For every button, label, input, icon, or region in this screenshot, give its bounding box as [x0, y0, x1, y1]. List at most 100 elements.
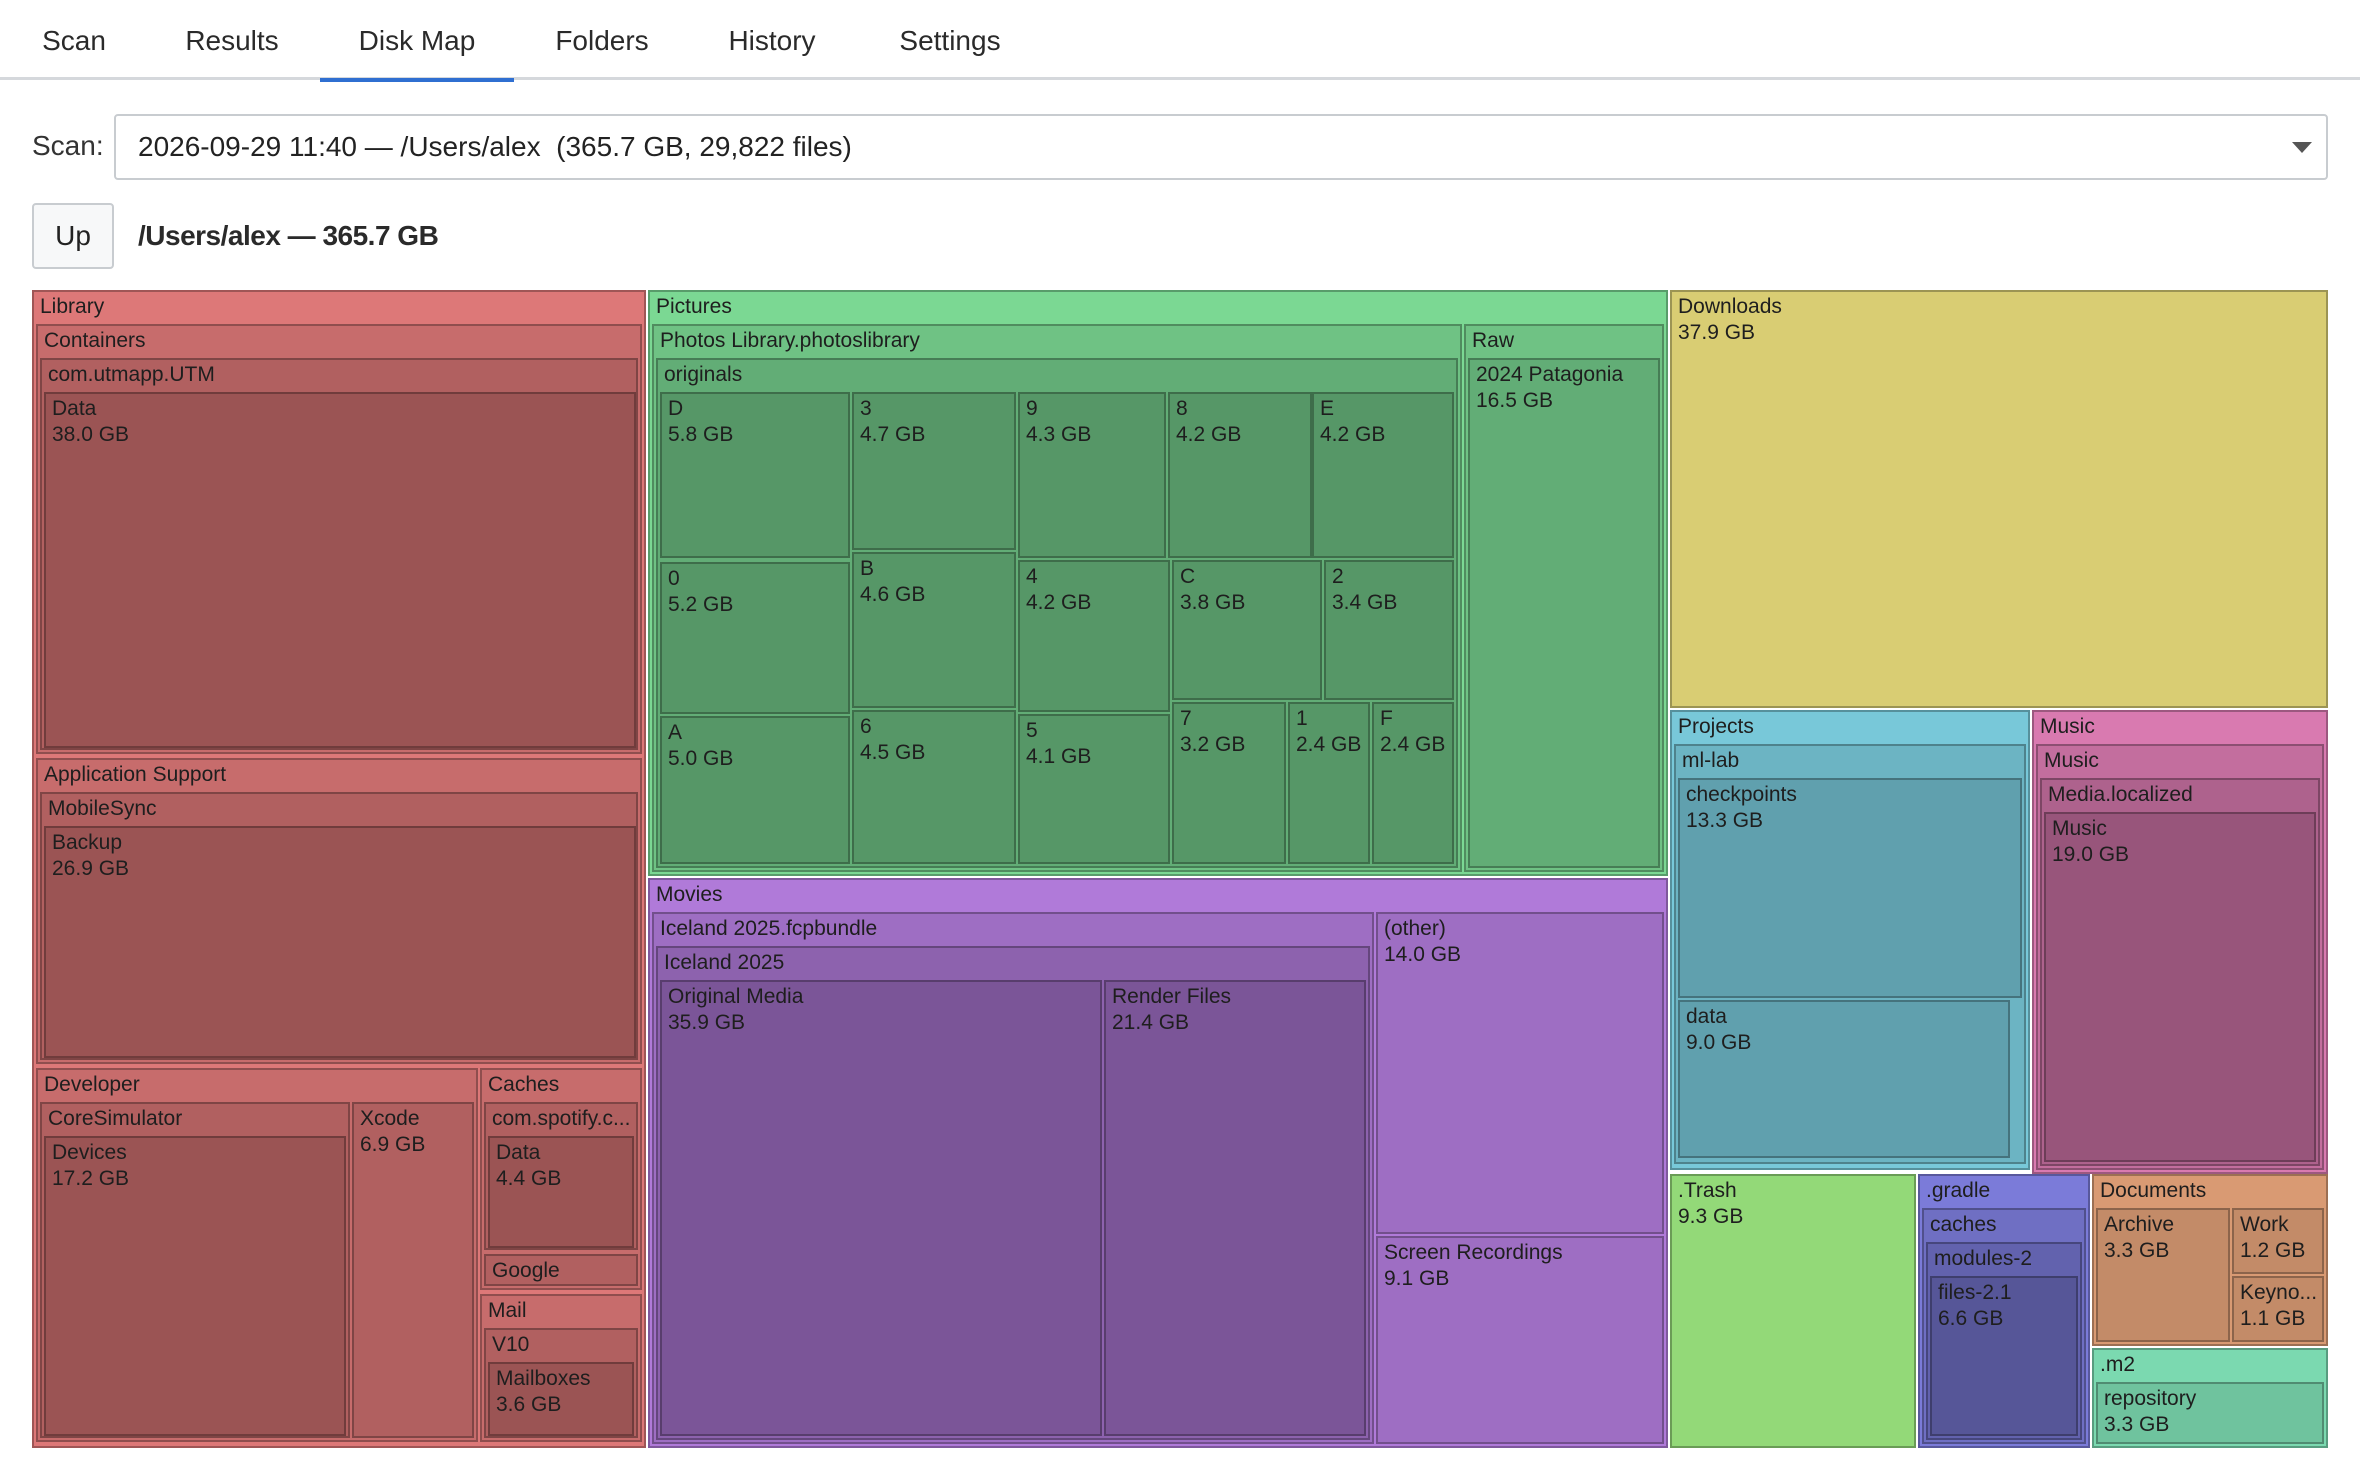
tab-results[interactable]: Results	[185, 25, 279, 56]
treemap-node-o-8[interactable]: 8 4.2 GB	[1168, 392, 1312, 558]
treemap-node-label: Music	[2040, 715, 2095, 738]
treemap-node-xcode[interactable]: Xcode 6.9 GB	[352, 1102, 474, 1438]
treemap-node-size: 9.3 GB	[1678, 1205, 1744, 1228]
treemap-node-label: Pictures	[656, 295, 732, 318]
treemap-node-o-E[interactable]: E 4.2 GB	[1312, 392, 1454, 558]
treemap-node-label: 2024 Patagonia	[1476, 363, 1624, 386]
scan-select[interactable]: 2026-09-29 11:40 — /Users/alex (365.7 GB…	[114, 114, 2328, 180]
treemap-node-size: 1.1 GB	[2240, 1307, 2306, 1330]
treemap-node-size: 6.9 GB	[360, 1133, 426, 1156]
treemap-node-o-4[interactable]: 4 4.2 GB	[1018, 560, 1170, 712]
treemap-node-archive[interactable]: Archive 3.3 GB	[2096, 1208, 2230, 1342]
treemap-node-trash[interactable]: .Trash 9.3 GB	[1670, 1174, 1916, 1448]
treemap-node-original-media[interactable]: Original Media 35.9 GB	[660, 980, 1102, 1436]
treemap-node-label: modules-2	[1934, 1247, 2033, 1270]
treemap-node-o-1[interactable]: 1 2.4 GB	[1288, 702, 1370, 864]
treemap-node-o-2[interactable]: 2 3.4 GB	[1324, 560, 1454, 700]
treemap-node-label: Downloads	[1678, 295, 1782, 318]
treemap-node-mailboxes[interactable]: Mailboxes 3.6 GB	[488, 1362, 634, 1436]
treemap-node-other[interactable]: (other) 14.0 GB	[1376, 912, 1664, 1234]
treemap-node-o-6[interactable]: 6 4.5 GB	[852, 710, 1016, 864]
treemap-node-o-0[interactable]: 0 5.2 GB	[660, 562, 850, 714]
treemap-node-label: D	[668, 397, 684, 420]
treemap-node-downloads[interactable]: Downloads 37.9 GB	[1670, 290, 2328, 708]
scan-label: Scan:	[32, 130, 104, 161]
treemap-node-music-leaf[interactable]: Music 19.0 GB	[2044, 812, 2316, 1162]
treemap-node-size: 3.4 GB	[1332, 591, 1398, 614]
treemap-node-label: Devices	[52, 1141, 127, 1164]
up-button[interactable]: Up	[32, 203, 114, 269]
treemap-node-backup[interactable]: Backup 26.9 GB	[44, 826, 636, 1058]
treemap-node-label: data	[1686, 1005, 1727, 1028]
treemap-node-o-A[interactable]: A 5.0 GB	[660, 716, 850, 864]
treemap-node-label: com.spotify.c...	[492, 1107, 631, 1130]
treemap-node-google[interactable]: Google	[484, 1254, 638, 1286]
treemap-node-label: Library	[40, 295, 105, 318]
treemap-node-patagonia[interactable]: 2024 Patagonia 16.5 GB	[1468, 358, 1660, 868]
treemap-node-utm-data[interactable]: Data 38.0 GB	[44, 392, 636, 748]
treemap-node-o-D[interactable]: D 5.8 GB	[660, 392, 850, 558]
treemap-node-o-3[interactable]: 3 4.7 GB	[852, 392, 1016, 550]
tab-scan[interactable]: Scan	[42, 25, 106, 56]
treemap-node-screen-rec[interactable]: Screen Recordings 9.1 GB	[1376, 1236, 1664, 1444]
treemap-node-size: 37.9 GB	[1678, 321, 1756, 344]
tab-disk-map[interactable]: Disk Map	[320, 0, 514, 82]
treemap-node-size: 5.2 GB	[668, 593, 734, 616]
treemap-node-label: .m2	[2100, 1353, 2136, 1376]
tab-folders[interactable]: Folders	[555, 25, 649, 56]
treemap-node-size: 2.4 GB	[1296, 733, 1362, 756]
tab-bar: Scan Results Disk Map Folders History Se…	[0, 0, 2360, 82]
treemap-node-devices[interactable]: Devices 17.2 GB	[44, 1136, 346, 1436]
treemap-node-repository[interactable]: repository 3.3 GB	[2096, 1382, 2324, 1444]
treemap-node-label: Keyno...	[2240, 1281, 2318, 1304]
treemap-node-checkpoints[interactable]: checkpoints 13.3 GB	[1678, 778, 2022, 998]
treemap-node-size: 5.8 GB	[668, 423, 734, 446]
treemap-node-spotify-data[interactable]: Data 4.4 GB	[488, 1136, 634, 1248]
tab-history[interactable]: History	[728, 25, 816, 56]
treemap-node-label: C	[1180, 565, 1196, 588]
treemap-node-o-5[interactable]: 5 4.1 GB	[1018, 714, 1170, 864]
treemap-node-label: Containers	[44, 329, 146, 352]
treemap-node-label: A	[668, 721, 683, 744]
treemap-node-keynote[interactable]: Keyno... 1.1 GB	[2232, 1276, 2324, 1342]
treemap-node-label: Projects	[1678, 715, 1754, 738]
treemap-node-label: checkpoints	[1686, 783, 1797, 806]
treemap-node-size: 9.1 GB	[1384, 1267, 1450, 1290]
treemap-node-size: 14.0 GB	[1384, 943, 1462, 966]
treemap-node-size: 4.4 GB	[496, 1167, 562, 1190]
treemap-node-o-F[interactable]: F 2.4 GB	[1372, 702, 1454, 864]
treemap-node-work[interactable]: Work 1.2 GB	[2232, 1208, 2324, 1274]
treemap-node-label: Work	[2240, 1213, 2289, 1236]
treemap-node-label: files-2.1	[1938, 1281, 2012, 1304]
treemap-node-o-9[interactable]: 9 4.3 GB	[1018, 392, 1166, 558]
treemap-node-mldata[interactable]: data 9.0 GB	[1678, 1000, 2010, 1158]
treemap-node-label: F	[1380, 707, 1393, 730]
treemap-node-size: 16.5 GB	[1476, 389, 1554, 412]
treemap-node-label: 6	[860, 715, 872, 738]
treemap-node-render-files[interactable]: Render Files 21.4 GB	[1104, 980, 1366, 1436]
treemap-node-label: Data	[496, 1141, 541, 1164]
treemap-node-label: .Trash	[1678, 1179, 1737, 1202]
treemap-node-label: V10	[492, 1333, 530, 1356]
treemap-node-size: 2.4 GB	[1380, 733, 1446, 756]
treemap-node-label: Mailboxes	[496, 1367, 591, 1390]
treemap-node-size: 3.2 GB	[1180, 733, 1246, 756]
treemap-node-files21[interactable]: files-2.1 6.6 GB	[1930, 1276, 2078, 1436]
treemap-node-label: E	[1320, 397, 1335, 420]
treemap-node-label: Raw	[1472, 329, 1515, 352]
treemap-node-size: 35.9 GB	[668, 1011, 746, 1034]
treemap-node-o-C[interactable]: C 3.8 GB	[1172, 560, 1322, 700]
treemap-node-size: 13.3 GB	[1686, 809, 1764, 832]
treemap-node-size: 21.4 GB	[1112, 1011, 1190, 1034]
treemap-node-o-B[interactable]: B 4.6 GB	[852, 552, 1016, 708]
treemap-node-size: 1.2 GB	[2240, 1239, 2306, 1262]
treemap-node-label: Screen Recordings	[1384, 1241, 1563, 1264]
treemap-node-size: 3.3 GB	[2104, 1239, 2170, 1262]
treemap-node-label: Developer	[44, 1073, 140, 1096]
current-path-title: /Users/alex — 365.7 GB	[138, 220, 439, 251]
treemap-node-label: Documents	[2100, 1179, 2207, 1202]
treemap-node-label: 2	[1332, 565, 1344, 588]
treemap-node-o-7[interactable]: 7 3.2 GB	[1172, 702, 1286, 864]
treemap-node-label: 1	[1296, 707, 1308, 730]
tab-settings[interactable]: Settings	[899, 25, 1001, 56]
